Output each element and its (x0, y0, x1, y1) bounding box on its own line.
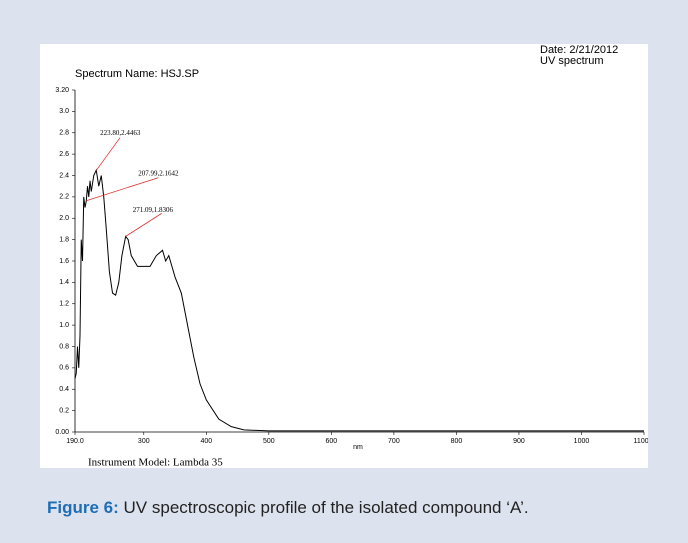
y-tick-label: 1.4 (59, 279, 69, 286)
y-tick-label: 2.8 (59, 130, 69, 137)
annotation-leader (95, 137, 121, 171)
y-tick-label: 1.6 (59, 258, 69, 265)
y-tick-label: 0.00 (55, 429, 69, 436)
x-axis-label: nm (353, 444, 363, 451)
y-tick-label: 2.4 (59, 172, 69, 179)
annotation-leader (125, 213, 162, 237)
x-tick-label: 1000 (574, 438, 590, 445)
date: Date: 2/21/2012 (540, 44, 618, 56)
caption-text: UV spectroscopic profile of the isolated… (123, 498, 529, 517)
y-tick-label: 2.2 (59, 194, 69, 201)
annotation-leader (86, 177, 159, 202)
x-tick-label: 900 (513, 438, 525, 445)
spectrum-line (74, 168, 644, 432)
y-tick-label: 0.6 (59, 365, 69, 372)
x-tick-label: 600 (326, 438, 338, 445)
y-tick-label: 1.8 (59, 236, 69, 243)
x-tick-label: 700 (388, 438, 400, 445)
x-tick-label: 1100.0 (634, 438, 648, 445)
x-tick-label: 800 (451, 438, 463, 445)
annotation-label: 223.80,2.4463 (100, 129, 141, 137)
x-tick-label: 500 (263, 438, 275, 445)
y-tick-label: 3.0 (59, 108, 69, 115)
chart: Date: 2/21/2012 UV spectrum Spectrum Nam… (40, 44, 648, 468)
footer: Instrument Model: Lambda 35 (88, 457, 223, 468)
x-tick-label: 300 (138, 438, 150, 445)
chart-title: Spectrum Name: HSJ.SP (75, 68, 199, 80)
y-tick-label: 1.2 (59, 301, 69, 308)
y-tick-label: 1.0 (59, 322, 69, 329)
subtitle: UV spectrum (540, 55, 604, 67)
y-tick-label: 0.4 (59, 386, 69, 393)
y-tick-label: 2.0 (59, 215, 69, 222)
y-tick-label: 0.2 (59, 407, 69, 414)
y-tick-label: 3.20 (55, 87, 69, 94)
x-tick-label: 190.0 (66, 438, 84, 445)
caption: Figure 6: UV spectroscopic profile of th… (47, 498, 529, 518)
caption-label: Figure 6: (47, 498, 119, 517)
annotation-label: 207.99,2.1642 (138, 169, 179, 177)
x-tick-label: 400 (200, 438, 212, 445)
annotation-label: 271.09,1.8306 (133, 206, 174, 214)
y-tick-label: 2.6 (59, 151, 69, 158)
y-tick-label: 0.8 (59, 343, 69, 350)
